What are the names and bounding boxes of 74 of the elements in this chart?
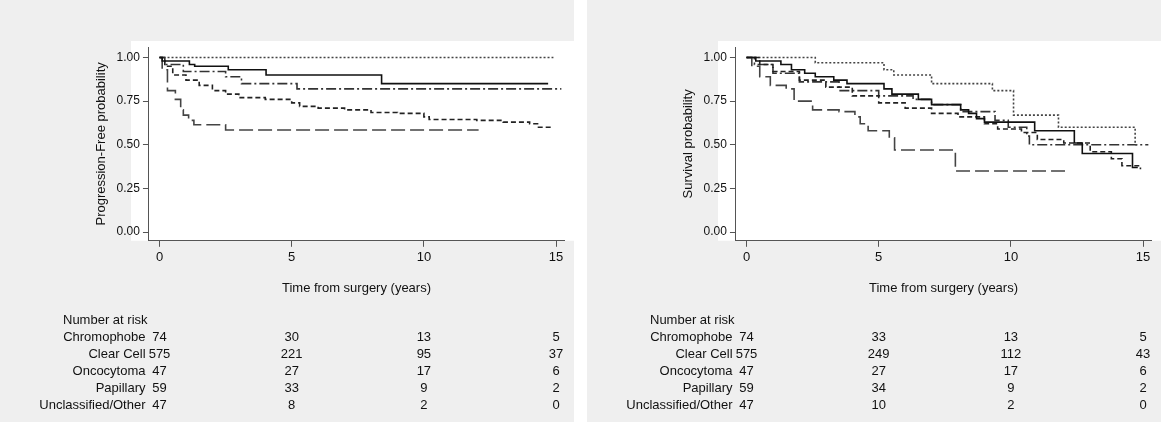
text: 249 bbox=[867, 346, 890, 361]
text: Unclassified/Other bbox=[39, 397, 146, 412]
y-tick-label: 1.00 bbox=[703, 49, 728, 64]
y-tick-label: 0.50 bbox=[703, 137, 728, 152]
text: 47 bbox=[739, 397, 754, 412]
text: 30 bbox=[284, 329, 299, 344]
y-axis-title: Progression-Free probability bbox=[93, 61, 109, 226]
x-axis-title: Time from surgery (years) bbox=[868, 279, 1018, 295]
text: 13 bbox=[1003, 329, 1019, 344]
text: Oncocytoma bbox=[659, 363, 733, 378]
text: Clear Cell bbox=[88, 346, 146, 361]
x-tick-label: 0 bbox=[742, 249, 751, 265]
text: 34 bbox=[871, 380, 886, 395]
x-tick-label: 5 bbox=[288, 249, 296, 265]
text: 0 bbox=[552, 397, 560, 412]
x-tick-label: 15 bbox=[548, 249, 564, 265]
text: Oncocytoma bbox=[72, 363, 146, 378]
text: 9 bbox=[420, 380, 428, 395]
text: Number at risk bbox=[63, 312, 148, 327]
text: 575 bbox=[148, 346, 171, 361]
y-tick-label: 0.50 bbox=[116, 137, 141, 152]
text: 10 bbox=[871, 397, 886, 412]
text: 43 bbox=[1135, 346, 1151, 361]
text: 47 bbox=[152, 363, 167, 378]
text: 575 bbox=[735, 346, 758, 361]
y-tick-label: 0.25 bbox=[116, 180, 141, 195]
x-tick-label: 0 bbox=[155, 249, 164, 265]
text: Papillary bbox=[95, 380, 146, 395]
text: Unclassified/Other bbox=[626, 397, 733, 412]
text: Papillary bbox=[682, 380, 733, 395]
text: 33 bbox=[871, 329, 886, 344]
x-tick-label: 5 bbox=[875, 249, 883, 265]
text: 27 bbox=[284, 363, 299, 378]
text: 6 bbox=[1139, 363, 1147, 378]
text: Number at risk bbox=[650, 312, 735, 327]
x-tick-label: 10 bbox=[1003, 249, 1019, 265]
text: 59 bbox=[739, 380, 754, 395]
text: 33 bbox=[284, 380, 299, 395]
text: 221 bbox=[280, 346, 303, 361]
y-tick-label: 0.25 bbox=[703, 180, 728, 195]
text: 0 bbox=[1139, 397, 1147, 412]
x-axis-title: Time from surgery (years) bbox=[281, 279, 431, 295]
text: 2 bbox=[1139, 380, 1147, 395]
text: 8 bbox=[288, 397, 296, 412]
text: Clear Cell bbox=[675, 346, 733, 361]
x-tick-label: 15 bbox=[1135, 249, 1151, 265]
y-tick-label: 0.00 bbox=[116, 224, 141, 239]
text: 2 bbox=[552, 380, 560, 395]
y-tick-label: 1.00 bbox=[116, 49, 141, 64]
text: 9 bbox=[1007, 380, 1015, 395]
y-tick-label: 0.75 bbox=[116, 93, 141, 108]
text: 2 bbox=[1007, 397, 1015, 412]
x-tick-label: 10 bbox=[416, 249, 432, 265]
text: 74 bbox=[739, 329, 754, 344]
text: 47 bbox=[739, 363, 754, 378]
text: 59 bbox=[152, 380, 167, 395]
y-axis-title: Survival probability bbox=[680, 88, 696, 199]
y-tick-label: 0.00 bbox=[703, 224, 728, 239]
text: 74 bbox=[152, 329, 167, 344]
text: 2 bbox=[420, 397, 428, 412]
y-tick-label: 0.75 bbox=[703, 93, 728, 108]
text: 17 bbox=[1003, 363, 1019, 378]
text: 47 bbox=[152, 397, 167, 412]
text: 112 bbox=[1000, 346, 1022, 361]
text: 17 bbox=[416, 363, 432, 378]
text: Chromophobe bbox=[650, 329, 733, 344]
text: 13 bbox=[416, 329, 432, 344]
text: 95 bbox=[416, 346, 432, 361]
text: 37 bbox=[548, 346, 564, 361]
text: 6 bbox=[552, 363, 560, 378]
text: 5 bbox=[1139, 329, 1147, 344]
text: Chromophobe bbox=[63, 329, 146, 344]
text: 5 bbox=[552, 329, 560, 344]
text: 27 bbox=[871, 363, 886, 378]
